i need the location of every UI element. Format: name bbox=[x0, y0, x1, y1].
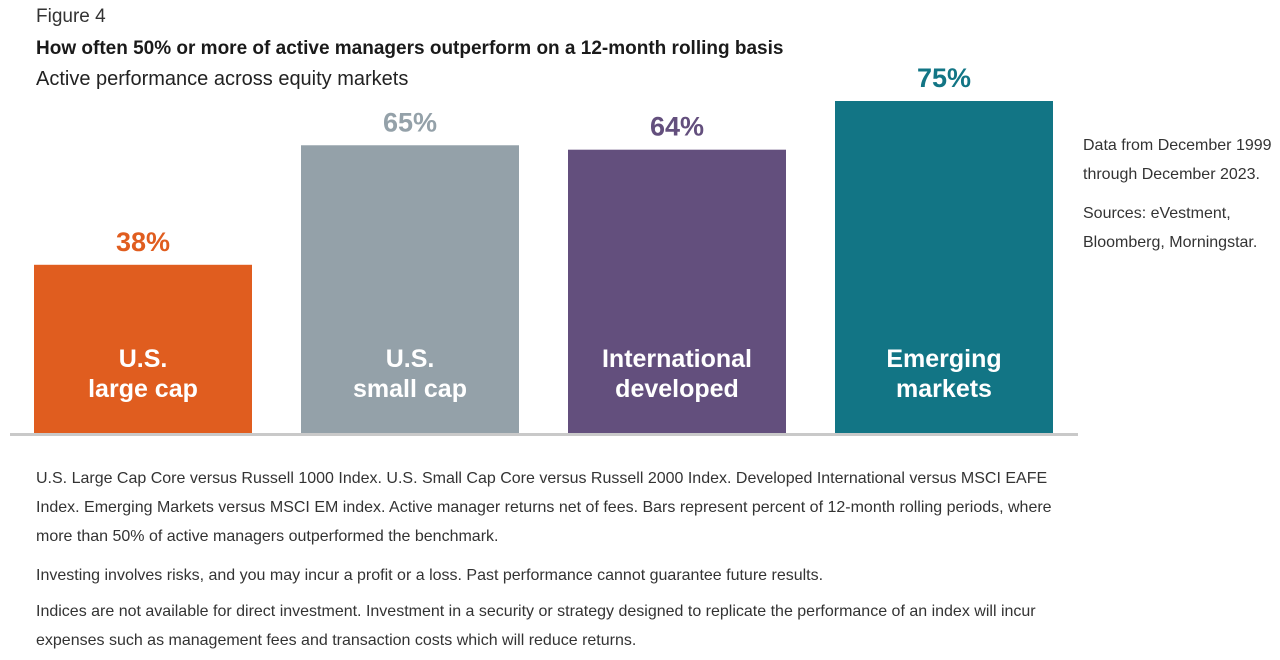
bar-3 bbox=[835, 101, 1053, 433]
bar-value-label-2: 64% bbox=[650, 112, 704, 142]
chart-title: How often 50% or more of active managers… bbox=[36, 38, 784, 59]
bar-category-label-0-0: U.S. bbox=[119, 345, 168, 373]
bar-category-label-1-1: small cap bbox=[353, 375, 467, 403]
footnote-risk: Investing involves risks, and you may in… bbox=[36, 567, 824, 584]
bar-1 bbox=[301, 145, 519, 433]
bar-category-label-1-0: U.S. bbox=[386, 345, 435, 373]
bar-category-label-3-0: Emerging bbox=[886, 345, 1001, 373]
sources-note: Sources: eVestment, Bloomberg, Morningst… bbox=[1083, 205, 1258, 251]
bar-value-label-1: 65% bbox=[383, 107, 437, 137]
data-range-note: Data from December 1999 through December… bbox=[1083, 137, 1272, 183]
bar-2 bbox=[568, 149, 786, 433]
bar-category-label-2-0: International bbox=[602, 345, 752, 373]
footnote-indices: Indices are not available for direct inv… bbox=[36, 603, 1036, 649]
bar-category-label-0-1: large cap bbox=[88, 375, 198, 403]
bar-category-label-2-1: developed bbox=[615, 375, 739, 403]
footnote-methodology: U.S. Large Cap Core versus Russell 1000 … bbox=[36, 470, 1052, 545]
bar-value-label-3: 75% bbox=[917, 63, 971, 93]
bar-0 bbox=[34, 264, 252, 433]
figure-label: Figure 4 bbox=[36, 6, 106, 27]
bar-category-label-3-1: markets bbox=[896, 375, 992, 403]
chart-subtitle: Active performance across equity markets bbox=[36, 68, 409, 90]
bar-value-label-0: 38% bbox=[116, 227, 170, 257]
